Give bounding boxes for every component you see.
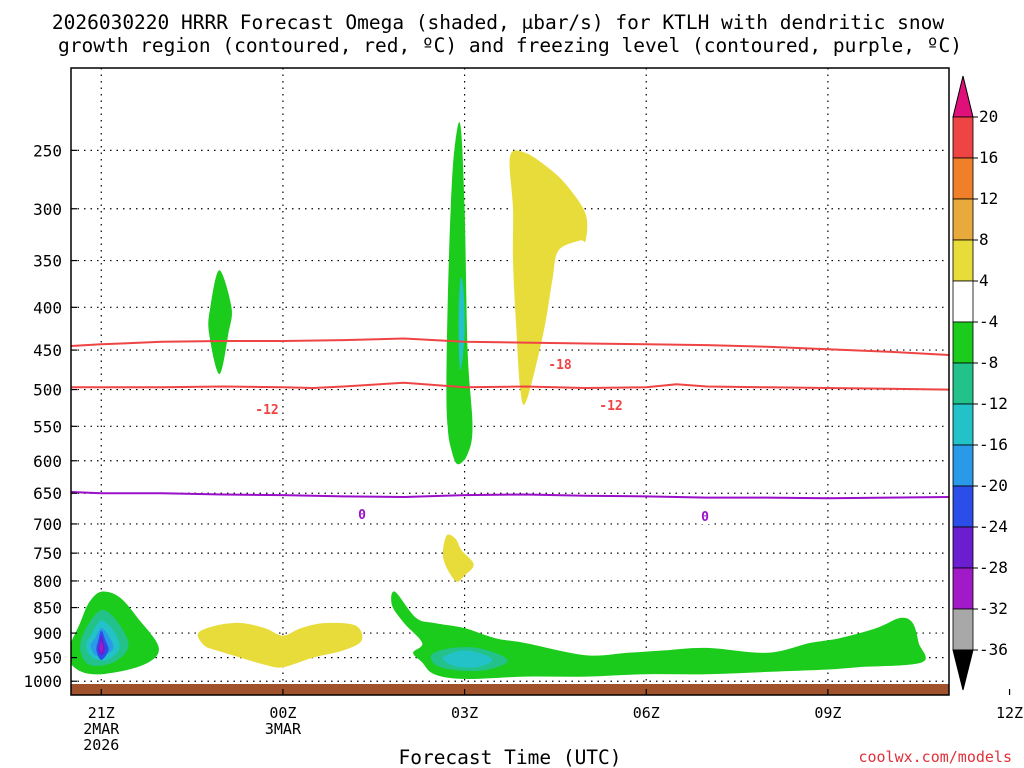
colorbar-swatch bbox=[952, 116, 974, 159]
shade-mid-rising-lobe bbox=[208, 270, 232, 375]
colorbar-label: -8 bbox=[979, 353, 998, 372]
colorbar-label: 20 bbox=[979, 107, 998, 126]
colorbar: 20 16 12 8 4 -4 -8 -12 -16 -20 -24 -28 -32 -36 bbox=[952, 75, 1008, 691]
contour-minus-12-isotherm bbox=[71, 381, 949, 391]
y-tick-label: 900 bbox=[33, 624, 62, 643]
contour-labels: -18 -12 -12 0 0 bbox=[252, 357, 712, 525]
y-tick-label: 400 bbox=[33, 298, 62, 317]
chart-title-line-1: 2026030220 HRRR Forecast Omega (shaded, … bbox=[52, 11, 944, 34]
omega-shading bbox=[71, 122, 1024, 679]
contour-label-zero-left-text: 0 bbox=[358, 508, 366, 523]
x-tick-label: 09Z bbox=[814, 704, 841, 722]
colorbar-label: 12 bbox=[979, 189, 998, 208]
x-tick-label: 06Z bbox=[633, 704, 660, 722]
x-tick-label: 2MAR bbox=[83, 720, 120, 738]
y-tick-label: 800 bbox=[33, 572, 62, 591]
y-tick-label: 500 bbox=[33, 381, 62, 400]
y-tick-label: 300 bbox=[33, 200, 62, 219]
contour-label-minus-12-left: -12 bbox=[252, 402, 282, 418]
colorbar-bottom-arrow bbox=[952, 649, 974, 691]
y-tick-label: 850 bbox=[33, 599, 62, 618]
colorbar-swatch bbox=[952, 362, 974, 405]
x-tick-label: 12Z bbox=[996, 704, 1023, 722]
y-tick-label: 700 bbox=[33, 515, 62, 534]
credit-link[interactable]: coolwx.com/models bbox=[858, 748, 1012, 766]
y-tick-label: 600 bbox=[33, 452, 62, 471]
y-tick-label: 650 bbox=[33, 484, 62, 503]
colorbar-label: -24 bbox=[979, 517, 1008, 536]
colorbar-swatch bbox=[952, 321, 974, 364]
contour-label-minus-18: -18 bbox=[545, 357, 575, 373]
y-tick-label: 1000 bbox=[23, 672, 62, 691]
colorbar-swatch bbox=[952, 526, 974, 569]
colorbar-top-arrow bbox=[952, 75, 974, 118]
colorbar-label: -16 bbox=[979, 435, 1008, 454]
y-tick-label: 750 bbox=[33, 544, 62, 563]
plot-frame bbox=[70, 67, 950, 696]
chart-title-line-2: growth region (contoured, red, ºC) and f… bbox=[58, 34, 962, 57]
colorbar-swatch bbox=[952, 239, 974, 282]
colorbar-label: -12 bbox=[979, 394, 1008, 413]
colorbar-swatch bbox=[952, 403, 974, 446]
temperature-contours bbox=[71, 337, 949, 500]
y-tick-label: 950 bbox=[33, 649, 62, 668]
colorbar-swatch bbox=[952, 157, 974, 200]
colorbar-label: 8 bbox=[979, 230, 989, 249]
gridlines bbox=[71, 68, 949, 695]
colorbar-swatch bbox=[952, 567, 974, 610]
shade-lowlevel-rising-far-right bbox=[1009, 655, 1024, 667]
colorbar-swatch bbox=[952, 280, 974, 323]
shade-lowlevel-rising-left-core bbox=[99, 640, 104, 653]
shade-lowlevel-rising-right-core-2 bbox=[442, 650, 493, 668]
y-tick-label: 450 bbox=[33, 341, 62, 360]
colorbar-swatch bbox=[952, 444, 974, 487]
y-tick-label: 350 bbox=[33, 252, 62, 271]
colorbar-label: -20 bbox=[979, 476, 1008, 495]
contour-label-minus-18-text: -18 bbox=[548, 358, 572, 373]
contour-label-zero-right: 0 bbox=[698, 509, 712, 525]
x-tick-label: 03Z bbox=[451, 704, 478, 722]
contour-label-zero-right-text: 0 bbox=[701, 510, 709, 525]
shade-lowlevel-sinking-band bbox=[197, 622, 363, 668]
colorbar-swatch bbox=[952, 485, 974, 528]
shade-lowlevel-rising-right bbox=[391, 591, 926, 679]
x-tick-label: 21Z bbox=[88, 704, 115, 722]
colorbar-label: -28 bbox=[979, 558, 1008, 577]
contour-label-zero-left: 0 bbox=[355, 507, 369, 523]
colorbar-swatch bbox=[952, 608, 974, 651]
ground-surface bbox=[71, 684, 949, 695]
x-axis-label: Forecast Time (UTC) bbox=[398, 746, 621, 768]
shade-upper-rising-core bbox=[458, 277, 465, 371]
contour-freezing-level bbox=[71, 491, 949, 500]
colorbar-label: -32 bbox=[979, 599, 1008, 618]
x-tick-label: 3MAR bbox=[265, 720, 302, 738]
y-tick-label: 550 bbox=[33, 417, 62, 436]
contour-label-minus-12-right-text: -12 bbox=[599, 399, 622, 414]
shade-upper-sinking-plume bbox=[509, 150, 588, 405]
colorbar-label: -36 bbox=[979, 640, 1008, 659]
x-tick-label: 2026 bbox=[83, 736, 119, 754]
contour-label-minus-12-right: -12 bbox=[596, 398, 626, 414]
colorbar-label: 16 bbox=[979, 148, 998, 167]
colorbar-label: 4 bbox=[979, 271, 989, 290]
y-tick-label: 250 bbox=[33, 141, 62, 160]
contour-label-minus-12-left-text: -12 bbox=[255, 403, 278, 418]
shade-mid-sinking-blob bbox=[442, 534, 474, 582]
colorbar-swatch bbox=[952, 198, 974, 241]
y-axis: 250 300 350 400 450 500 550 600 650 700 750 800 850 9… bbox=[23, 141, 77, 691]
colorbar-label: -4 bbox=[979, 312, 998, 331]
contour-minus-18-isotherm bbox=[71, 337, 949, 357]
x-tick-label: 00Z bbox=[269, 704, 296, 722]
